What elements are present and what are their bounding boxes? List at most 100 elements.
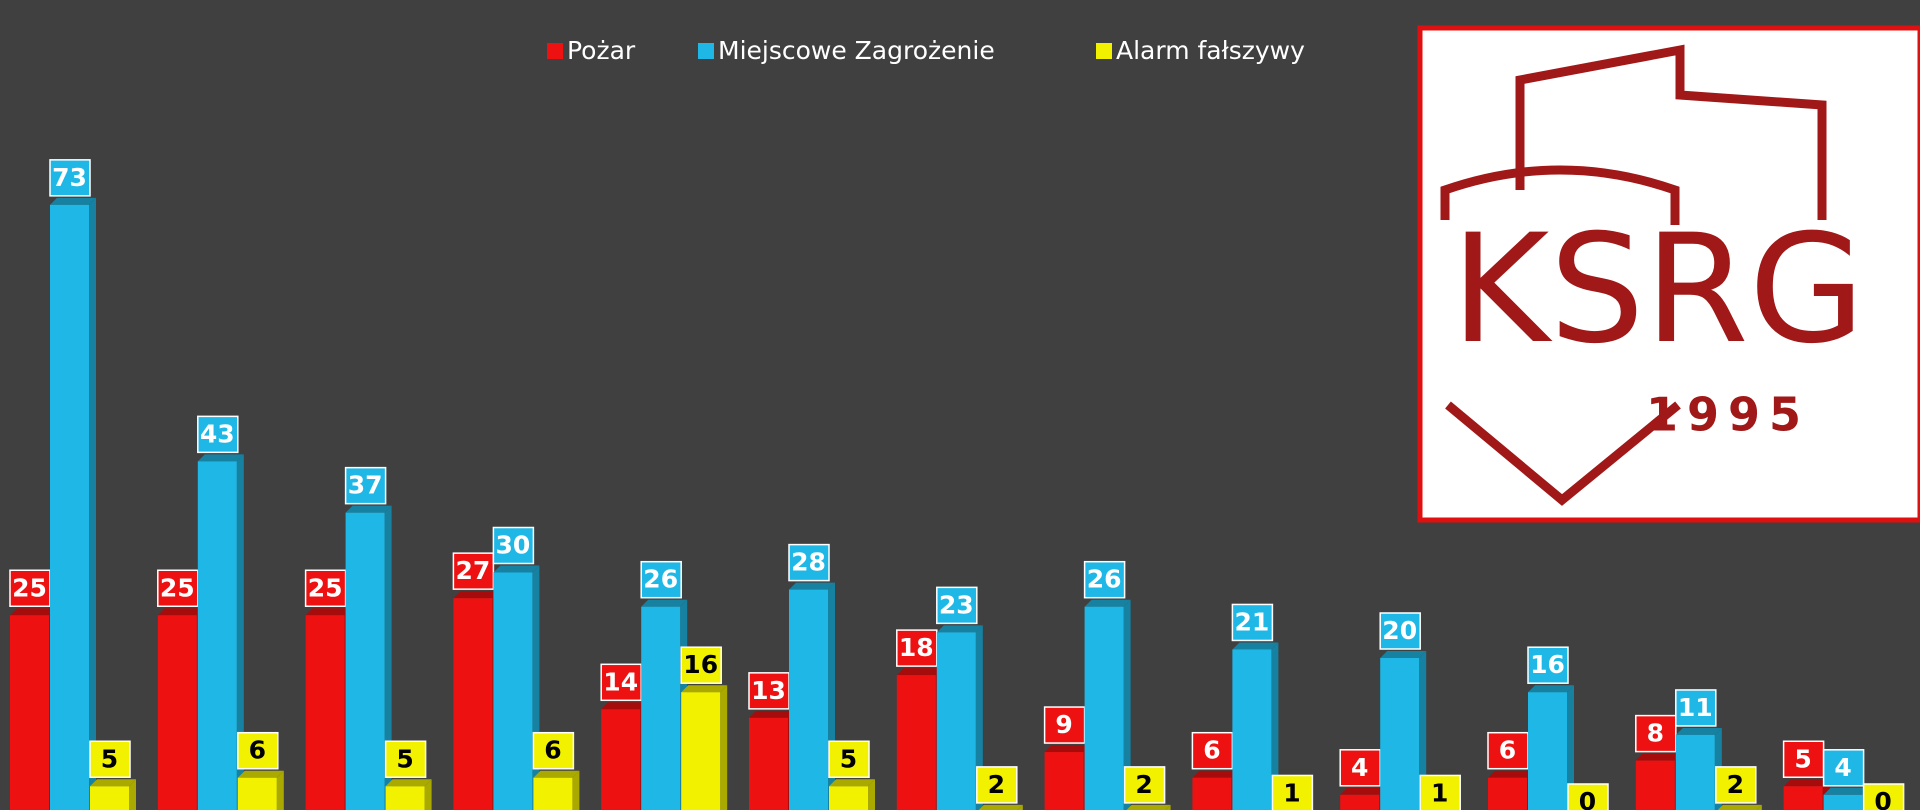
- bar: [157, 615, 197, 810]
- bar-side: [572, 770, 580, 810]
- bar: [345, 512, 385, 810]
- value-label-box: [1083, 560, 1126, 599]
- bar-side: [868, 779, 875, 810]
- bar-side: [129, 779, 136, 810]
- legend-swatch: [698, 43, 714, 59]
- logo-arch: [1440, 165, 1680, 225]
- bar-top: [749, 710, 795, 718]
- bar-top: [305, 608, 352, 616]
- value-label: 0: [1579, 787, 1596, 810]
- bar: [50, 204, 89, 810]
- bar-top: [197, 454, 244, 462]
- value-label-box: [1822, 749, 1865, 787]
- value-label-box: [384, 740, 427, 778]
- logo-building: [1515, 44, 1827, 220]
- bar-top: [936, 625, 983, 633]
- bar-top: [1488, 770, 1534, 778]
- bar-top: [1380, 651, 1427, 658]
- value-label: 1: [1283, 778, 1300, 807]
- bar: [237, 777, 277, 810]
- bar-side: [1419, 651, 1427, 810]
- value-label: 25: [308, 573, 343, 602]
- bar: [453, 598, 493, 810]
- bar: [305, 615, 345, 810]
- value-label-box: [197, 415, 239, 454]
- bar-side: [1123, 599, 1131, 810]
- value-label: 6: [544, 736, 561, 765]
- value-label: 16: [1530, 650, 1565, 679]
- bar-top: [978, 804, 1023, 810]
- bar-side: [424, 779, 432, 810]
- bar: [493, 572, 533, 810]
- bar: [749, 717, 788, 810]
- logo-frame: [1417, 25, 1920, 523]
- bar-top: [10, 608, 56, 616]
- bar: [1232, 649, 1272, 810]
- bar-top: [601, 702, 648, 710]
- bar-top: [493, 565, 540, 573]
- bar: [90, 786, 129, 810]
- value-label-box: [492, 526, 535, 565]
- bar-side: [89, 197, 96, 810]
- value-label-box: [1379, 612, 1421, 650]
- value-label: 25: [160, 573, 195, 602]
- value-label: 18: [899, 633, 934, 662]
- value-label-box: [1231, 603, 1274, 642]
- value-label: 37: [348, 471, 383, 500]
- bar-side: [1271, 642, 1279, 810]
- value-label: 9: [1055, 710, 1072, 739]
- value-label: 2: [988, 770, 1005, 799]
- bar-side: [384, 505, 392, 810]
- bar-top: [1635, 753, 1682, 761]
- bar: [385, 786, 425, 810]
- value-label-box: [1527, 646, 1569, 684]
- value-label-box: [1782, 740, 1825, 778]
- value-label-box: [1339, 749, 1381, 787]
- value-label-box: [344, 466, 387, 505]
- bar-side: [236, 454, 244, 810]
- value-label: 14: [603, 667, 638, 696]
- bar: [1528, 692, 1567, 810]
- logo: KSRG 1995: [1417, 25, 1920, 523]
- bar: [1675, 734, 1715, 810]
- logo-text: KSRG: [1451, 203, 1865, 377]
- legend-label: Pożar: [567, 36, 636, 65]
- bar-top: [641, 599, 688, 607]
- bar: [1084, 606, 1124, 810]
- value-label: 5: [396, 744, 413, 773]
- bar-side: [975, 625, 983, 810]
- value-label-box: [1419, 774, 1461, 810]
- value-label-box: [640, 560, 682, 599]
- value-label-box: [788, 543, 830, 582]
- value-label-box: [9, 569, 51, 607]
- value-label: 11: [1678, 693, 1713, 722]
- legend-swatch: [1096, 43, 1112, 59]
- bar-top: [1044, 745, 1091, 753]
- bar: [1380, 658, 1420, 810]
- value-label: 2: [1135, 770, 1152, 799]
- bar-top: [1675, 727, 1722, 735]
- bar-top: [896, 668, 943, 676]
- bar: [789, 589, 828, 810]
- value-label-box: [600, 663, 642, 702]
- bar-top: [681, 685, 728, 693]
- bar: [1635, 760, 1675, 810]
- value-label: 13: [751, 676, 786, 705]
- bar: [1488, 777, 1527, 810]
- bar: [829, 786, 868, 810]
- logo-year: 1995: [1646, 388, 1810, 442]
- bar-side: [1567, 685, 1574, 810]
- value-label-box: [1271, 774, 1314, 810]
- bar-top: [1340, 787, 1387, 795]
- value-label: 4: [1834, 753, 1851, 782]
- value-label-box: [89, 740, 131, 778]
- value-label: 6: [249, 736, 266, 765]
- value-label-box: [532, 731, 575, 770]
- value-label: 27: [456, 556, 491, 585]
- value-label: 25: [12, 573, 47, 602]
- bar-side: [720, 685, 728, 810]
- bar: [197, 461, 237, 810]
- value-label: 5: [840, 744, 857, 773]
- bar-top: [1192, 770, 1239, 778]
